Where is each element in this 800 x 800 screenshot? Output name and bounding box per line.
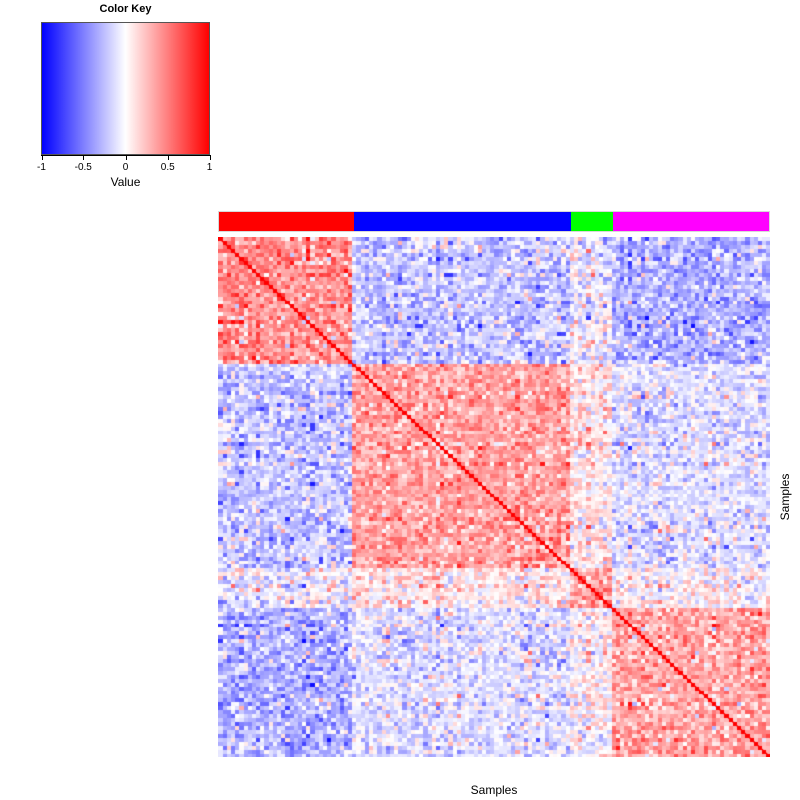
color-key-title: Color Key xyxy=(99,3,152,15)
color-key-tick xyxy=(167,155,169,160)
color-key-tick-label: -0.5 xyxy=(74,162,92,173)
color-key-tick xyxy=(125,155,127,160)
heatmap-canvas xyxy=(218,237,770,757)
color-key-tick-label: 0 xyxy=(122,162,129,173)
annotation-segment-group-magenta xyxy=(612,212,769,231)
color-key-tick xyxy=(41,155,43,160)
x-axis-label: Samples xyxy=(470,783,518,797)
color-key: Color Key -1 -0.5 0 0.5 1 Value xyxy=(0,0,240,200)
y-axis-label-text: Samples xyxy=(778,473,792,521)
color-key-gradient xyxy=(41,22,210,155)
color-key-tick-label: -1 xyxy=(37,162,46,173)
color-key-axis-label: Value xyxy=(110,175,141,189)
sample-group-annotation-bar xyxy=(218,211,770,232)
color-key-tick-label: 1 xyxy=(206,162,213,173)
correlation-heatmap xyxy=(218,237,770,757)
y-axis-label: Samples xyxy=(770,237,800,757)
annotation-segment-group-red xyxy=(219,212,354,231)
annotation-segment-group-blue xyxy=(353,212,571,231)
annotation-segment-group-green xyxy=(570,212,613,231)
color-key-tick-label: 0.5 xyxy=(160,162,175,173)
color-key-tick xyxy=(209,155,211,160)
color-key-tick xyxy=(83,155,85,160)
